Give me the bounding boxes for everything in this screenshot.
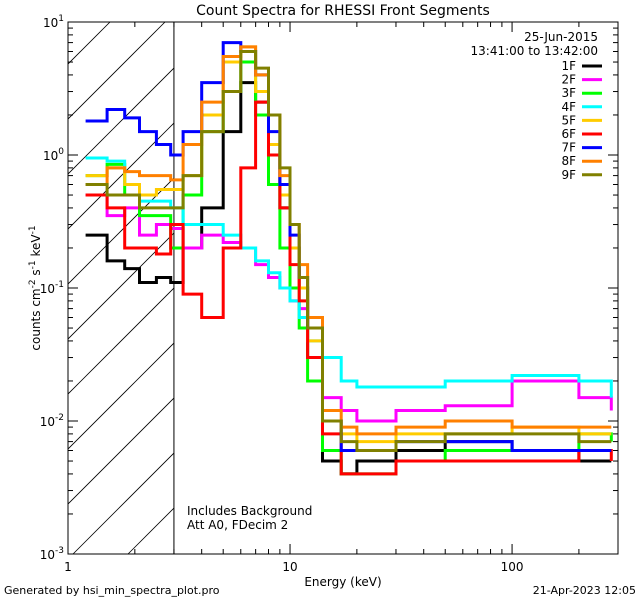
- hatch-stroke: [68, 342, 174, 450]
- x-axis-label: Energy (keV): [304, 575, 381, 589]
- footer-timestamp: 21-Apr-2023 12:05: [533, 584, 636, 597]
- y-axis-label: counts cm-2 s-1 keV-1: [28, 225, 43, 350]
- hatch-stroke: [0, 0, 123, 554]
- hatched-region: [0, 0, 640, 554]
- series-line-4F: [85, 156, 613, 398]
- y-tick-label: 101: [43, 14, 64, 30]
- y-tick-label: 10-1: [40, 280, 64, 296]
- hatch-stroke: [458, 0, 640, 554]
- hatch-stroke: [568, 0, 640, 554]
- legend-label-3F: 3F: [561, 86, 576, 100]
- series-line-2F: [85, 193, 613, 423]
- hatch-stroke: [293, 0, 640, 554]
- chart-title: Count Spectra for RHESSI Front Segments: [196, 3, 490, 19]
- legend-label-6F: 6F: [561, 127, 576, 141]
- hatch-stroke: [403, 0, 640, 554]
- time-range-label: 13:41:00 to 13:42:00: [471, 44, 598, 58]
- date-label: 25-Jun-2015: [524, 30, 598, 44]
- hatch-stroke: [68, 177, 174, 285]
- x-tick-label: 10: [282, 560, 297, 574]
- hatch-stroke: [68, 397, 174, 505]
- x-tick-label: 1: [64, 560, 72, 574]
- series-line-3F: [85, 60, 613, 476]
- hatch-stroke: [72, 452, 174, 554]
- y-tick-labels: 101 100 10-1 10-2 10-3: [40, 14, 65, 562]
- hatch-stroke: [68, 22, 111, 65]
- y-tick-label: 100: [43, 147, 64, 163]
- series-layer: [85, 41, 613, 476]
- series-line-1F: [85, 81, 612, 476]
- legend-label-4F: 4F: [561, 100, 576, 114]
- hatch-stroke: [513, 0, 640, 554]
- hatch-stroke: [68, 232, 174, 340]
- legend-label-8F: 8F: [561, 154, 576, 168]
- footer-generated-by: Generated by hsi_min_spectra_plot.pro: [4, 584, 220, 597]
- hatch-stroke: [68, 22, 166, 120]
- legend-label-1F: 1F: [561, 59, 576, 73]
- axis-ticks: [67, 21, 619, 555]
- hatch-stroke: [623, 0, 640, 554]
- series-line-6F: [85, 100, 613, 476]
- annotation-background: Includes Background: [187, 504, 312, 518]
- series-line-7F: [85, 41, 612, 452]
- x-tick-label: 100: [501, 560, 524, 574]
- hatch-stroke: [348, 0, 640, 554]
- y-tick-label: 10-2: [40, 413, 64, 429]
- series-line-5F: [85, 45, 612, 444]
- x-tick-labels: 1 10 100: [64, 560, 523, 574]
- series-line-9F: [85, 50, 612, 452]
- legend-label-5F: 5F: [561, 113, 576, 127]
- legend-label-7F: 7F: [561, 141, 576, 155]
- y-tick-label: 10-3: [40, 546, 64, 562]
- legend-label-9F: 9F: [561, 168, 576, 182]
- annotation-attenuator: Att A0, FDecim 2: [187, 518, 288, 532]
- legend-label-2F: 2F: [561, 73, 576, 87]
